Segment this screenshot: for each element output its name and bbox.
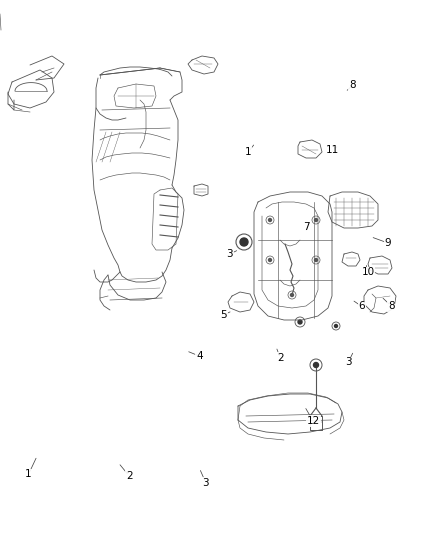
Text: 3: 3 bbox=[226, 249, 233, 259]
Text: 11: 11 bbox=[326, 146, 339, 155]
Text: 2: 2 bbox=[277, 353, 284, 363]
Circle shape bbox=[290, 294, 293, 296]
Circle shape bbox=[314, 219, 318, 222]
Text: 5: 5 bbox=[220, 310, 227, 320]
Text: 1: 1 bbox=[245, 147, 252, 157]
Text: 7: 7 bbox=[303, 222, 310, 232]
Circle shape bbox=[314, 362, 318, 367]
Text: 9: 9 bbox=[385, 238, 392, 248]
Text: 1: 1 bbox=[25, 470, 32, 479]
Circle shape bbox=[314, 259, 318, 262]
Text: 8: 8 bbox=[388, 301, 395, 311]
Circle shape bbox=[335, 325, 338, 327]
Text: 12: 12 bbox=[307, 416, 320, 426]
Circle shape bbox=[268, 259, 272, 262]
Text: 10: 10 bbox=[361, 268, 374, 277]
Text: 3: 3 bbox=[345, 358, 352, 367]
Text: 2: 2 bbox=[126, 471, 133, 481]
Text: 4: 4 bbox=[196, 351, 203, 361]
Text: 3: 3 bbox=[202, 478, 209, 488]
Circle shape bbox=[298, 320, 302, 324]
Text: 6: 6 bbox=[358, 302, 365, 311]
Circle shape bbox=[240, 238, 248, 246]
Circle shape bbox=[268, 219, 272, 222]
Text: 8: 8 bbox=[349, 80, 356, 90]
